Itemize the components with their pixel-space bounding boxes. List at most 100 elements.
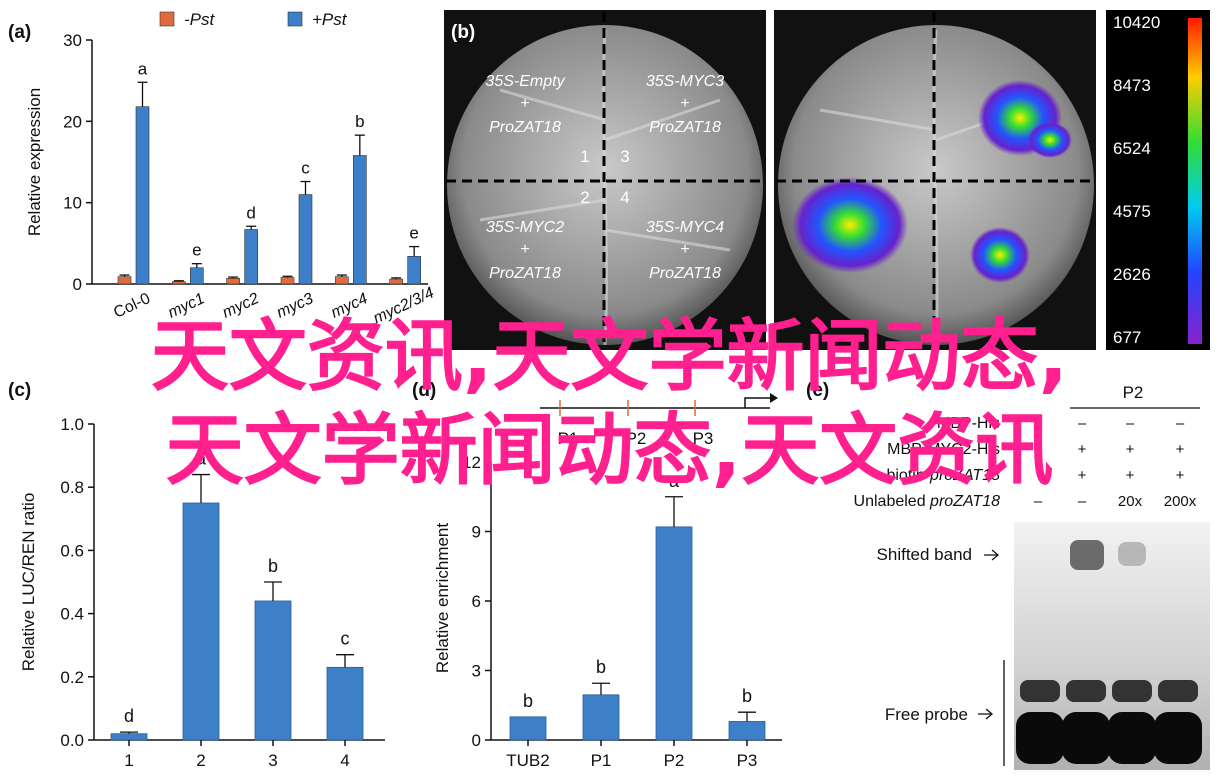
panel-b-signal-spot — [970, 227, 1030, 283]
panel-d-y-tick-label: 6 — [472, 592, 481, 611]
panel-c-y-tick-label: 0.8 — [60, 478, 84, 497]
panel-c-x-tick-label: 2 — [196, 751, 205, 770]
panel-e-row-value: 20x — [1118, 493, 1143, 510]
panel-e-row-value: – — [1078, 493, 1087, 510]
panel-a-letter: b — [355, 112, 364, 131]
panel-a-legend-swatch — [287, 11, 303, 27]
panel-d-bar — [582, 694, 620, 741]
panel-a-legend-label: -Pst — [184, 10, 216, 29]
panel-e-row-value: + — [1034, 441, 1043, 458]
panel-d-bar — [509, 716, 547, 741]
panel-a-letter: e — [192, 241, 201, 260]
panel-e-row-label: Unlabeled proZAT18 — [854, 493, 1001, 510]
panel-a-y-tick-label: 30 — [63, 31, 82, 50]
panel-b-signal-spot — [792, 177, 908, 273]
panel-a-letter: c — [301, 159, 310, 178]
panel-d-bar — [728, 721, 766, 741]
panel-e-probe-band — [1066, 680, 1106, 702]
panel-e-probe-band — [1020, 680, 1060, 702]
panel-b-quadrant-number: 1 — [580, 147, 589, 166]
panel-c-letter: c — [341, 629, 350, 649]
panel-e-row-value: + — [1126, 467, 1135, 484]
panel-c-letter: a — [196, 449, 207, 469]
panel-c-y-tick-label: 1.0 — [60, 415, 84, 434]
panel-e-row-label: MBP-MYC2-His — [887, 441, 1000, 458]
panel-b-colorbar-label: 2626 — [1113, 265, 1151, 284]
panel-e-shifted-label: Shifted band — [877, 545, 972, 564]
panel-d-letter: a — [669, 471, 680, 491]
panel-e-row-value: + — [1176, 467, 1185, 484]
panel-b-construct-bottom: ProZAT18 — [649, 265, 721, 282]
panel-c-y-tick-label: 0.4 — [60, 605, 84, 624]
panel-d-y-tick-label: 3 — [472, 662, 481, 681]
panel-e-free-probe — [1108, 712, 1156, 764]
panel-a-label: (a) — [8, 22, 31, 43]
panel-c-bar — [182, 502, 220, 741]
panel-d-tss-arrowhead — [770, 393, 778, 403]
panel-e-row-value: + — [1176, 441, 1185, 458]
panel-e-row-value: + — [1078, 467, 1087, 484]
panel-e-row-value: + — [1078, 441, 1087, 458]
panel-c-x-tick-label: 1 — [124, 751, 133, 770]
panel-d-promoter-label: P3 — [693, 429, 714, 448]
panel-b-veins-left — [479, 29, 731, 346]
panel-e-row-value: – — [1126, 415, 1135, 432]
panel-a-y-tick-label: 10 — [63, 194, 82, 213]
panel-c-bar — [326, 666, 364, 741]
panel-a-bar — [407, 256, 421, 285]
panel-e-free-arrow-icon — [978, 708, 994, 720]
panel-e-free-label: Free probe — [885, 705, 968, 724]
panel-d-promoter-label: P2 — [626, 429, 647, 448]
panel-b-construct-plus: + — [680, 241, 689, 258]
panel-d-y-tick-label: 12 — [462, 453, 481, 472]
panel-b-colorbar — [1188, 18, 1202, 344]
panel-b-signal-spot — [1028, 122, 1072, 158]
panel-b-colorbar-label: 677 — [1113, 328, 1141, 347]
panel-c-y-tick-label: 0.6 — [60, 541, 84, 560]
panel-e-row-value: + — [1126, 441, 1135, 458]
panel-d-x-tick-label: P1 — [591, 751, 612, 770]
panel-b-colorbar-label: 4575 — [1113, 202, 1151, 221]
panel-b-construct-plus: + — [520, 95, 529, 112]
panel-d-y-tick-label: 9 — [472, 523, 481, 542]
panel-a-bar — [172, 281, 186, 285]
panel-b-construct-top: 35S-MYC3 — [646, 73, 724, 90]
panel-d-letter: b — [596, 657, 606, 677]
panel-a-legend-label: +Pst — [312, 10, 348, 29]
panel-b-construct-plus: + — [520, 241, 529, 258]
panel-d-y-tick-label: 0 — [472, 731, 481, 750]
panel-d-y-label: Relative enrichment — [433, 523, 452, 674]
panel-b-colorbar-label: 8473 — [1113, 76, 1151, 95]
panel-e-label: (e) — [806, 380, 829, 401]
panel-d-x-tick-label: TUB2 — [506, 751, 549, 770]
panel-c-x-tick-label: 4 — [340, 751, 349, 770]
overlay-line-1: 天文资讯,天文学新闻动态, — [150, 312, 1069, 402]
panel-b-label: (b) — [451, 22, 475, 43]
panel-b-construct-top: 35S-Empty — [485, 73, 565, 90]
panel-b-colorbar-label: 10420 — [1113, 13, 1160, 32]
panel-a-letter: a — [138, 59, 148, 78]
panel-b-construct-top: 35S-MYC4 — [646, 219, 724, 236]
panel-a-bar — [353, 155, 367, 285]
panel-a-bar — [190, 267, 204, 285]
panel-e-row-value: – — [1176, 415, 1185, 432]
panel-c-label: (c) — [8, 380, 31, 401]
panel-d-bar — [655, 526, 693, 741]
panel-e-row-label: biotin-proZAT18 — [886, 467, 1000, 484]
panel-d-letter: b — [742, 686, 752, 706]
panel-a-letter: e — [409, 224, 418, 243]
panel-a-bar — [226, 278, 240, 285]
panel-a-bar — [389, 278, 403, 285]
panel-a-y-tick-label: 0 — [73, 275, 82, 294]
panel-c-bar — [254, 600, 292, 741]
panel-a-bar — [280, 277, 295, 285]
panel-e-free-probe — [1154, 712, 1202, 764]
panel-e-free-probe — [1016, 712, 1064, 764]
panel-b-quadrant-number: 4 — [620, 188, 629, 207]
panel-d-promoter-label: P1 — [558, 429, 579, 448]
panel-e-probe-band — [1158, 680, 1198, 702]
panel-e-row-value: – — [1078, 415, 1087, 432]
panel-b-construct-plus: + — [680, 95, 689, 112]
panel-d-label: (d) — [412, 380, 436, 401]
